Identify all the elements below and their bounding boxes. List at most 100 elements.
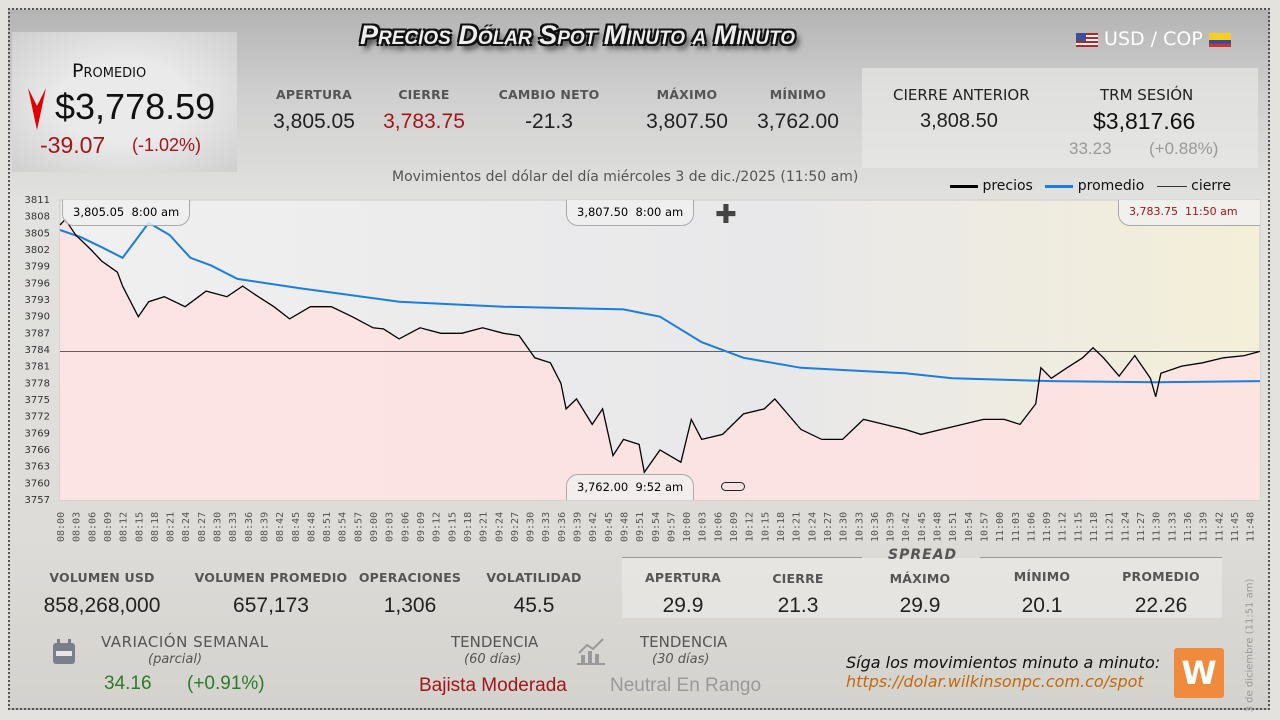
x-tick-label: 09:21 (479, 512, 490, 542)
x-tick-label: 11:15 (1073, 512, 1084, 542)
spread-label: CIERRE (772, 571, 824, 586)
x-tick-label: 08:18 (150, 512, 161, 542)
volume-label: VOLUMEN PROMEDIO (194, 570, 348, 585)
volume-label: VOLUMEN USD (49, 570, 155, 585)
promedio-label: Promedio (72, 60, 147, 82)
legend-cierre[interactable]: cierre (1191, 178, 1231, 194)
x-tick-label: 09:45 (604, 512, 615, 542)
x-tick-label: 08:24 (181, 512, 192, 542)
summary-value: -21.3 (525, 110, 573, 133)
price-area-fill (60, 219, 1260, 500)
x-tick-label: 09:06 (400, 512, 411, 542)
spread-value: 20.1 (1021, 594, 1063, 617)
x-tick-label: 11:12 (1058, 512, 1069, 542)
legend-cierre-swatch (1156, 185, 1187, 187)
promedio-series-line (59, 221, 1261, 384)
promedio-panel (12, 32, 237, 172)
cierre-anterior-label: CIERRE ANTERIOR (893, 86, 1030, 104)
x-tick-label: 11:09 (1042, 512, 1053, 542)
trm-value: $3,817.66 (1093, 108, 1196, 134)
x-tick-label: 11:21 (1105, 512, 1116, 542)
x-tick-label: 10:24 (807, 512, 818, 542)
summary-label: MÍNIMO (769, 87, 827, 102)
spread-label: APERTURA (644, 570, 721, 585)
x-tick-label: 09:36 (557, 512, 568, 542)
x-tick-label: 10:21 (792, 512, 803, 542)
x-tick-label: 08:09 (103, 512, 114, 542)
summary-label: APERTURA (275, 87, 352, 102)
x-tick-label: 10:06 (713, 512, 724, 542)
x-tick-label: 11:24 (1120, 512, 1131, 542)
y-tick-label: 3796 (25, 278, 50, 289)
spread-divider-left (622, 557, 862, 558)
x-tick-label: 10:09 (729, 512, 740, 542)
x-tick-label: 10:30 (839, 512, 850, 542)
footer-url-link[interactable]: https://dolar.wilkinsonpc.com.co/spot (846, 672, 1144, 691)
summary-value: 3,783.75 (383, 110, 465, 133)
x-tick-label: 09:54 (651, 512, 662, 542)
y-tick-label: 3805 (25, 228, 50, 239)
spread-value: 29.9 (662, 594, 704, 617)
y-tick-label: 3775 (25, 395, 50, 406)
tendencia60-value: Bajista Moderada (419, 675, 567, 696)
promedio-change-pct: (-1.02%) (132, 135, 202, 155)
legend-precios[interactable]: precios (982, 178, 1033, 194)
spread-label: MÍNIMO (1013, 569, 1071, 584)
x-tick-label: 08:33 (228, 512, 239, 542)
legend-promedio[interactable]: promedio (1077, 178, 1145, 194)
x-tick-label: 09:57 (666, 512, 677, 542)
x-tick-label: 10:00 (682, 512, 693, 542)
price-chart[interactable]: 3811 3808 3805 3802 3799 3796 3793 3790 3787 3784… (0, 0, 1280, 560)
y-tick-label: 3763 (25, 462, 50, 473)
x-tick-label: 11:00 (995, 512, 1006, 542)
x-tick-label: 09:27 (510, 512, 521, 542)
x-tick-label: 11:33 (1167, 512, 1178, 542)
pair-label: USD / COP (1104, 28, 1203, 50)
x-tick-label: 10:18 (776, 512, 787, 542)
summary-label: CAMBIO NETO (498, 87, 600, 102)
x-tick-label: 08:45 (291, 512, 302, 542)
cierre-annotation: 3,783.75 11:50 am (1118, 200, 1260, 226)
tendencia60-sub: (60 días) (464, 652, 522, 667)
tendencia30-label: TENDENCIA (640, 633, 728, 651)
x-tick-label: 09:15 (447, 512, 458, 542)
trm-change: 33.23 (1069, 139, 1112, 158)
trm-label: TRM SESIÓN (1100, 86, 1194, 104)
zoom-crosshair-icon[interactable]: ✚ (715, 200, 737, 230)
wilkinson-logo[interactable]: W (1174, 648, 1224, 698)
spread-value: 29.9 (899, 594, 941, 617)
chart-title: Movimientos del dólar del día miércoles … (392, 169, 859, 185)
y-tick-label: 3760 (25, 478, 50, 489)
x-tick-label: 09:00 (369, 512, 380, 542)
volume-label: VOLATILIDAD (486, 570, 582, 585)
volume-value: 1,306 (383, 594, 437, 617)
x-tick-label: 08:15 (134, 512, 145, 542)
x-tick-label: 11:45 (1230, 512, 1241, 542)
x-tick-label: 10:45 (917, 512, 928, 542)
spread-divider-right (980, 557, 1222, 558)
spread-value: 22.26 (1134, 594, 1188, 617)
volume-value: 45.5 (513, 594, 555, 617)
semanal-value: 34.16 (104, 673, 152, 694)
x-tick-label: 08:30 (213, 512, 224, 542)
x-tick-label: 08:36 (244, 512, 255, 542)
footer-timestamp: 3 de diciembre (11:51 am) (1244, 578, 1256, 713)
currency-pair: USD / COP (1076, 28, 1231, 50)
semanal-pct: (+0.91%) (187, 673, 265, 694)
session-stats-panel (862, 68, 1258, 168)
promedio-value: $3,778.59 (55, 86, 216, 127)
x-tick-label: 11:03 (1011, 512, 1022, 542)
summary-value: 3,805.05 (273, 110, 355, 133)
scroll-handle-icon[interactable] (721, 482, 745, 491)
y-tick-label: 3784 (25, 345, 50, 356)
summary-value: 3,807.50 (646, 110, 728, 133)
spread-panel (622, 558, 1222, 618)
y-tick-label: 3787 (25, 328, 50, 339)
legend-promedio-swatch (1045, 184, 1074, 188)
x-tick-label: 11:39 (1199, 512, 1210, 542)
x-tick-label: 11:18 (1089, 512, 1100, 542)
x-tick-label: 09:30 (526, 512, 537, 542)
trm-change-pct: (+0.88%) (1149, 139, 1219, 158)
x-tick-label: 10:42 (901, 512, 912, 542)
precios-series-line (59, 218, 1261, 474)
